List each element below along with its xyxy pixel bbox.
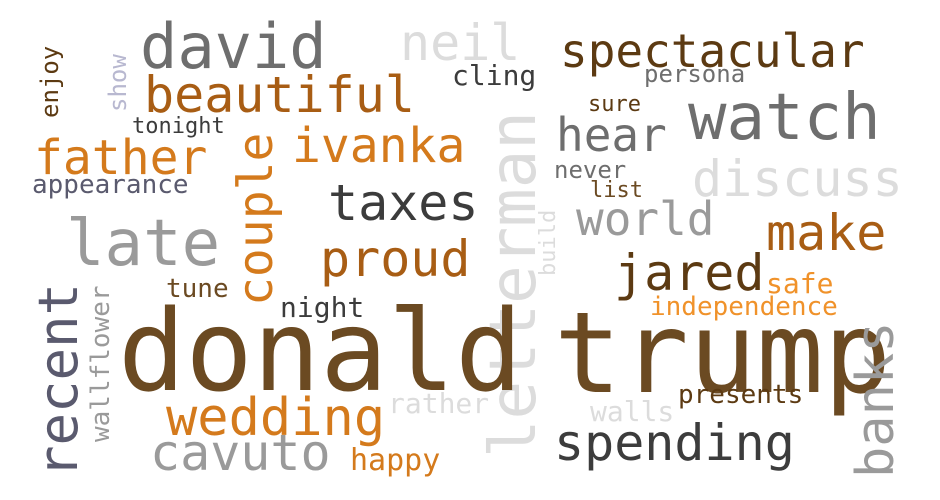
word-night: night (280, 291, 365, 324)
word-presents: presents (678, 380, 804, 410)
word-rather: rather (388, 387, 490, 420)
word-happy: happy (350, 443, 441, 478)
word-jared: jared (614, 244, 765, 302)
word-father: father (34, 130, 208, 186)
word-donald: donald (118, 287, 523, 417)
word-enjoy: enjoy (36, 45, 64, 118)
word-david: david (140, 10, 327, 83)
word-safe: safe (766, 267, 834, 300)
word-cling: cling (452, 59, 537, 92)
word-tonight: tonight (132, 114, 225, 139)
word-cavuto: cavuto (150, 424, 331, 482)
word-couple: couple (228, 132, 284, 306)
word-persona: persona (644, 60, 746, 88)
word-tune: tune (166, 274, 229, 304)
word-never: never (554, 156, 627, 184)
word-wedding: wedding (166, 388, 386, 448)
word-watch: watch (688, 81, 881, 155)
word-show: show (104, 54, 132, 112)
word-spectacular: spectacular (560, 24, 865, 78)
word-beautiful: beautiful (144, 66, 415, 124)
word-discuss: discuss (692, 150, 903, 208)
word-independence: independence (650, 292, 838, 322)
word-banks: banks (846, 321, 906, 478)
word-proud: proud (320, 230, 471, 288)
word-ivanka: ivanka (292, 118, 466, 174)
word-appearance: appearance (32, 170, 189, 200)
word-build: build (536, 209, 561, 276)
word-recent: recent (27, 282, 90, 478)
word-make: make (766, 204, 887, 262)
word-late: late (66, 207, 221, 281)
word-walls: walls (590, 395, 675, 428)
word-list: list (590, 178, 643, 203)
word-neil: neil (400, 14, 521, 72)
word-hear: hear (556, 108, 667, 162)
word-wallflower: wallflower (86, 285, 116, 442)
word-trump: trump (554, 289, 892, 419)
word-spending: spending (554, 414, 795, 472)
word-sure: sure (588, 92, 641, 117)
word-world: world (576, 192, 715, 246)
word-taxes: taxes (328, 174, 479, 232)
